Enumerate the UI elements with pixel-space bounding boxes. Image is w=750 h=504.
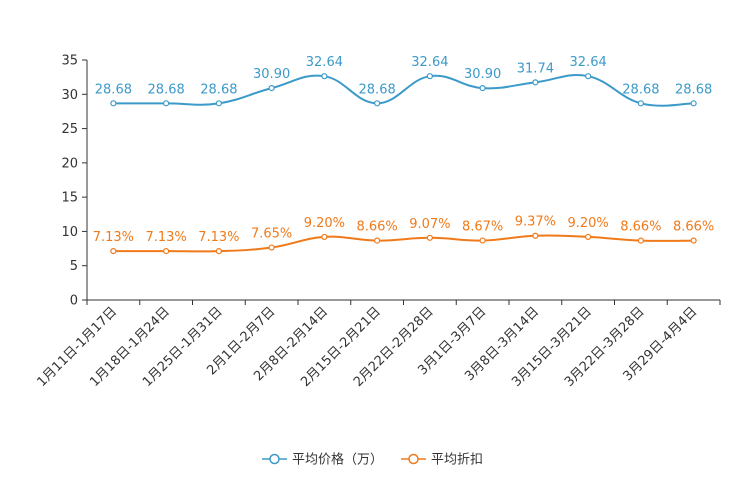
data-label: 9.20%: [304, 216, 345, 231]
data-point: [268, 244, 275, 251]
data-point: [637, 237, 644, 244]
data-point: [690, 100, 697, 107]
data-label: 8.66%: [356, 220, 397, 235]
data-label: 30.90: [253, 67, 290, 82]
data-point: [215, 248, 222, 255]
data-point: [532, 232, 539, 239]
data-point: [426, 234, 433, 241]
data-label: 32.64: [411, 55, 448, 70]
x-axis: 1月11日-1月17日1月18日-1月24日1月25日-1月31日2月1日-2月…: [34, 299, 721, 390]
data-label: 28.68: [359, 82, 396, 97]
data-label: 9.20%: [567, 216, 608, 231]
data-label: 28.68: [675, 82, 712, 97]
y-tick-label: 25: [61, 122, 78, 137]
y-tick-label: 20: [61, 156, 78, 171]
series-layer: 28.68 28.68 28.68 30.90 32.64 28.68 32.64 30.90…: [93, 55, 714, 255]
y-tick-label: 10: [61, 225, 78, 240]
data-label: 7.65%: [251, 227, 292, 242]
legend-label: 平均折扣: [431, 453, 483, 468]
data-label: 9.37%: [515, 215, 556, 230]
y-axis: 0 5 10 15 20 25 30 35: [61, 54, 88, 309]
data-point: [585, 73, 592, 80]
data-label: 8.66%: [673, 220, 714, 235]
data-label: 28.68: [200, 82, 237, 97]
data-point: [110, 248, 117, 255]
series-1: 28.68 28.68 28.68 30.90 32.64 28.68 32.64 30.90…: [95, 55, 712, 107]
data-point: [532, 79, 539, 86]
data-label: 7.13%: [198, 230, 239, 245]
data-label: 32.64: [570, 55, 607, 70]
data-label: 28.68: [622, 82, 659, 97]
data-point: [374, 100, 381, 107]
y-tick-label: 35: [61, 54, 78, 69]
y-tick-label: 15: [61, 191, 78, 206]
legend-marker: [269, 453, 280, 465]
data-point: [426, 73, 433, 80]
data-point: [690, 237, 697, 244]
data-point: [321, 73, 328, 80]
data-point: [479, 237, 486, 244]
data-point: [637, 100, 644, 107]
data-point: [374, 237, 381, 244]
data-point: [110, 100, 117, 107]
data-point: [321, 233, 328, 241]
data-label: 28.68: [148, 82, 185, 97]
legend-label: 平均价格（万）: [292, 452, 383, 468]
data-point: [215, 100, 222, 107]
data-label: 7.13%: [145, 230, 186, 245]
legend-item-1: 平均价格（万）: [262, 452, 383, 468]
legend: 平均价格（万） 平均折扣: [262, 452, 483, 468]
data-point: [479, 85, 486, 92]
data-point: [585, 233, 592, 241]
y-tick-label: 30: [61, 88, 78, 103]
data-label: 31.74: [517, 61, 554, 76]
y-tick-label: 5: [70, 259, 78, 274]
legend-item-2: 平均折扣: [401, 453, 483, 468]
data-label: 8.67%: [462, 220, 503, 235]
series-2: 7.13% 7.13% 7.13% 7.65% 9.20% 8.66% 9.07% 8.67%…: [93, 215, 714, 255]
data-point: [268, 85, 275, 92]
data-label: 7.13%: [93, 230, 134, 245]
data-label: 28.68: [95, 82, 132, 97]
data-point: [163, 248, 170, 255]
y-tick-label: 0: [70, 294, 78, 309]
data-label: 9.07%: [409, 217, 450, 232]
data-label: 30.90: [464, 67, 501, 82]
series-line: [113, 234, 694, 253]
data-label: 32.64: [306, 55, 343, 70]
data-point: [163, 100, 170, 107]
legend-marker: [408, 453, 419, 465]
data-label: 8.66%: [620, 220, 661, 235]
